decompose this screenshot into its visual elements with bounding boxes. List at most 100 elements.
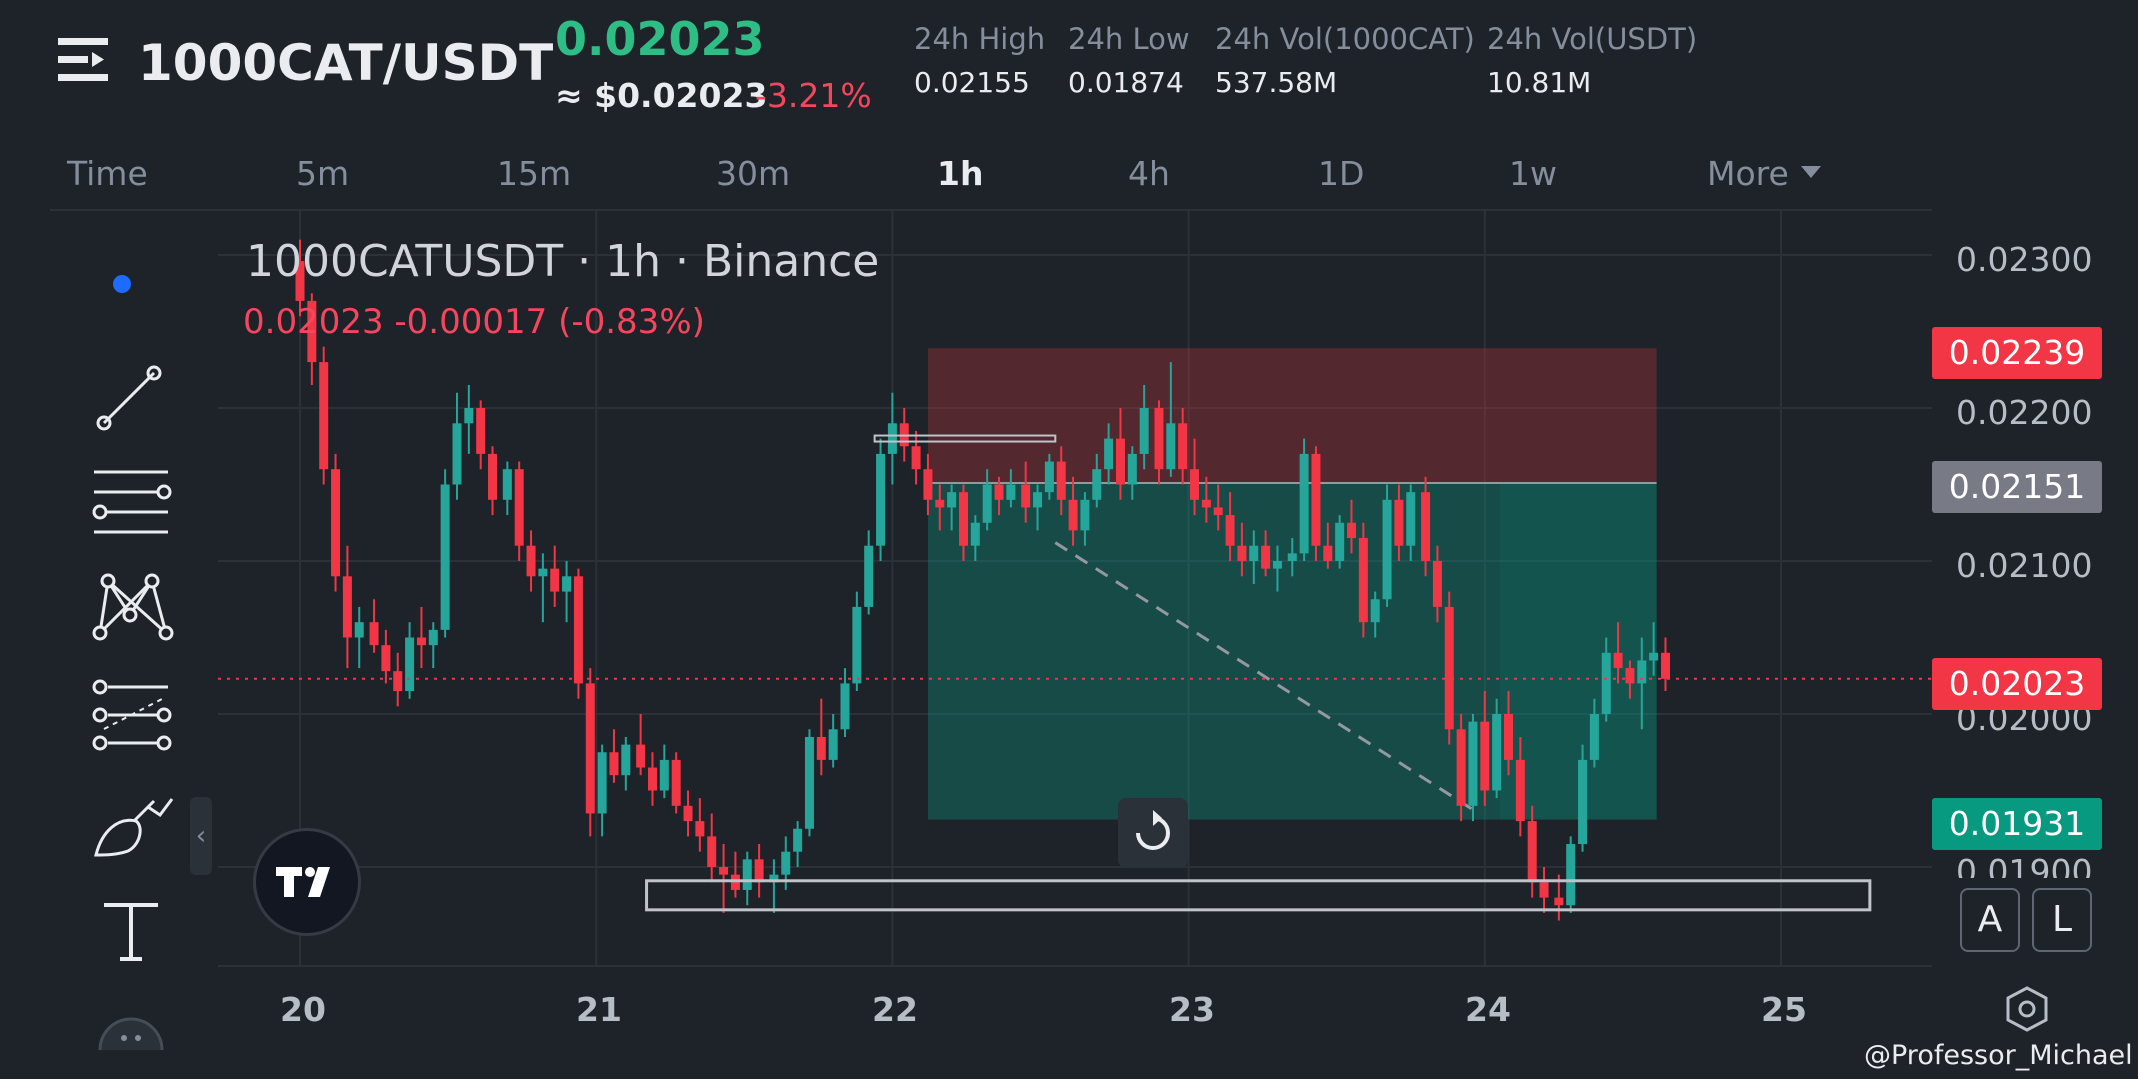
drawing-toolbar xyxy=(50,212,208,1050)
stat-high-value: 0.02155 xyxy=(914,66,1030,99)
candle-body xyxy=(1432,561,1442,607)
tab-1d[interactable]: 1D xyxy=(1318,154,1365,193)
candle-body xyxy=(1044,461,1054,493)
candle-body xyxy=(1178,423,1188,470)
candle xyxy=(1468,714,1478,822)
candle-body xyxy=(609,752,619,776)
candle-body xyxy=(393,671,403,692)
horizontal-lines-icon[interactable] xyxy=(88,462,178,542)
stat-low-value: 0.01874 xyxy=(1068,66,1184,99)
candle xyxy=(1432,545,1442,623)
candle-body xyxy=(1068,499,1078,531)
candle xyxy=(1578,744,1588,852)
candle-body xyxy=(671,759,681,806)
candle xyxy=(636,714,646,776)
candle-body xyxy=(1637,660,1647,684)
candle xyxy=(1589,698,1599,768)
tab-1h[interactable]: 1h xyxy=(937,154,984,193)
candle xyxy=(1480,691,1490,806)
reset-chart-button[interactable] xyxy=(1118,798,1188,868)
candle xyxy=(828,714,838,768)
candle xyxy=(1201,476,1211,523)
candle xyxy=(935,484,945,531)
menu-icon[interactable] xyxy=(58,36,110,84)
stat-vol-base-label: 24h Vol(1000CAT) xyxy=(1215,22,1475,56)
candle-body xyxy=(381,645,391,672)
candle xyxy=(1272,545,1282,592)
candle-body xyxy=(1323,545,1333,561)
stop-loss-zone xyxy=(927,348,1657,483)
settings-hexagon-icon[interactable] xyxy=(2002,984,2052,1034)
fib-icon[interactable] xyxy=(88,677,178,757)
candle xyxy=(1539,867,1549,913)
brush-icon[interactable] xyxy=(88,787,178,867)
collapse-toolbar-button[interactable]: ‹ xyxy=(190,797,212,875)
candle xyxy=(1154,400,1164,485)
candle xyxy=(1213,484,1223,531)
log-scale-button[interactable]: L xyxy=(2032,888,2092,952)
candle xyxy=(1021,461,1031,523)
candle xyxy=(1311,446,1321,561)
candle-body xyxy=(982,484,992,523)
candle xyxy=(1370,591,1380,638)
candle xyxy=(730,851,740,898)
entry-price-badge: 0.02151 xyxy=(1932,461,2102,513)
more-icon[interactable] xyxy=(96,1002,166,1050)
candle xyxy=(923,453,933,516)
candle-body xyxy=(636,744,646,768)
candle-body xyxy=(440,484,450,630)
y-tick-label: 0.01900 xyxy=(1956,852,2093,878)
tab-15m[interactable]: 15m xyxy=(497,154,572,193)
candle-body xyxy=(464,408,474,424)
candle xyxy=(982,469,992,531)
candle-body xyxy=(1347,522,1357,539)
candle-body xyxy=(1578,759,1588,845)
candle-body xyxy=(1115,438,1125,485)
tab-30m[interactable]: 30m xyxy=(716,154,791,193)
candle xyxy=(1515,736,1525,837)
candle-body xyxy=(935,499,945,508)
trading-pair-title[interactable]: 1000CAT/USDT xyxy=(138,34,554,92)
tab-more[interactable]: More xyxy=(1707,154,1821,193)
candle xyxy=(1492,698,1502,799)
candle xyxy=(1613,622,1623,684)
candle-body xyxy=(659,759,669,791)
candle-body xyxy=(342,576,352,638)
pattern-icon[interactable] xyxy=(88,567,178,647)
symbol-legend: 1000CATUSDT · 1h · Binance xyxy=(246,236,880,287)
tab-time[interactable]: Time xyxy=(67,154,148,193)
candle-body xyxy=(730,874,740,890)
candle-body xyxy=(754,859,764,883)
y-tick-label: 0.02300 xyxy=(1956,240,2093,279)
candle-body xyxy=(488,453,498,500)
candle xyxy=(695,798,705,852)
candle xyxy=(1092,453,1102,508)
candle-body xyxy=(331,469,341,577)
candle xyxy=(1068,476,1078,546)
trend-line-icon[interactable] xyxy=(90,357,170,437)
tab-5m[interactable]: 5m xyxy=(296,154,350,193)
candle-body xyxy=(1166,423,1176,470)
text-icon[interactable] xyxy=(96,897,166,967)
candle xyxy=(550,545,560,607)
candle xyxy=(452,392,462,500)
candle-body xyxy=(295,261,305,301)
candle-body xyxy=(1566,844,1576,906)
candle xyxy=(1044,453,1054,500)
candle xyxy=(911,430,921,485)
indicator-dot-icon[interactable] xyxy=(110,272,134,296)
candle-body xyxy=(647,767,657,791)
resistance-marker-box xyxy=(873,434,1057,443)
candle-body xyxy=(502,469,512,500)
candle-body xyxy=(1625,668,1635,684)
candle xyxy=(804,729,814,837)
candle-body xyxy=(416,637,426,646)
candle xyxy=(1056,446,1066,516)
tab-1w[interactable]: 1w xyxy=(1509,154,1557,193)
candle-body xyxy=(573,576,583,684)
candle xyxy=(683,790,693,837)
candle xyxy=(1382,484,1392,607)
candle-body xyxy=(1237,545,1247,561)
tab-4h[interactable]: 4h xyxy=(1128,154,1170,193)
auto-scale-button[interactable]: A xyxy=(1960,888,2020,952)
